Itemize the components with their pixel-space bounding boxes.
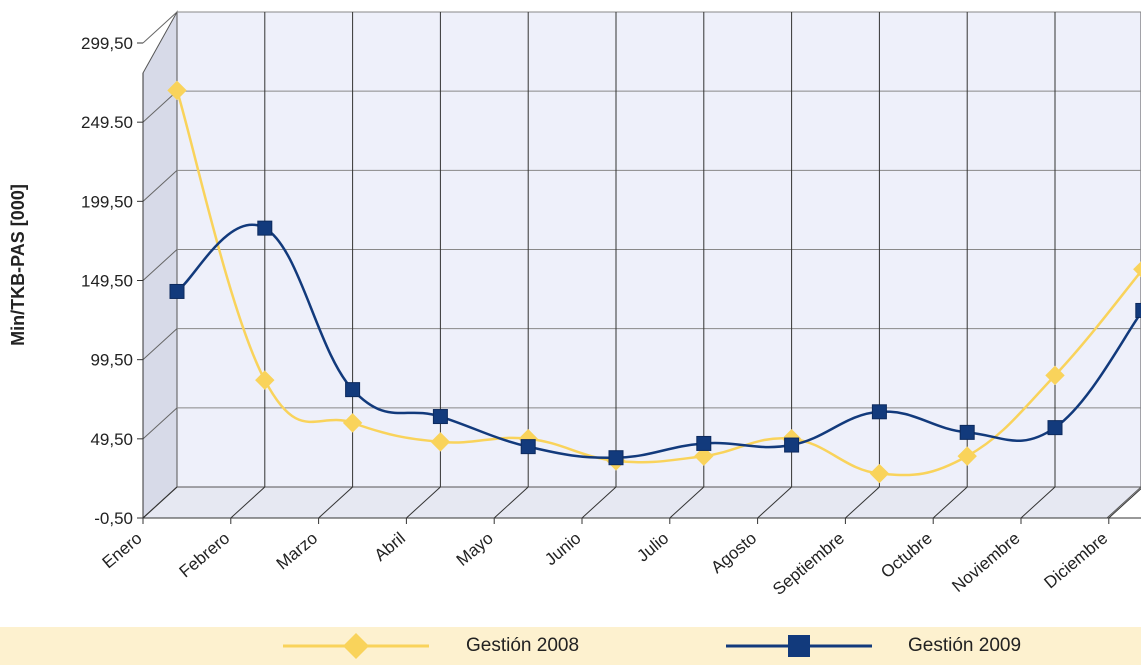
y-tick-label: 49,50 — [90, 430, 133, 449]
data-point — [345, 382, 361, 398]
data-point — [520, 439, 536, 455]
data-point — [432, 409, 448, 425]
y-tick-label: 249.50 — [81, 113, 133, 132]
floor-gridline — [845, 486, 880, 519]
x-tick-label: Octubre — [877, 529, 936, 582]
x-tick-label: Marzo — [273, 529, 321, 574]
data-point — [696, 435, 712, 451]
floor-gridline — [230, 486, 266, 519]
y-axis-ticks: -0,50 49,50 99,50 149,50 199,50 249.50 299,50 — [81, 34, 143, 528]
x-tick-label: Febrero — [176, 529, 234, 582]
data-point — [1045, 365, 1065, 386]
data-point — [959, 424, 975, 440]
x-tick-label: Abril — [371, 529, 409, 565]
legend-label: Gestión 2008 — [466, 635, 580, 656]
side-gridline — [142, 249, 178, 281]
data-point — [342, 413, 363, 433]
floor-gridline — [669, 486, 705, 519]
data-point — [169, 283, 185, 299]
floor-gridline — [1020, 486, 1056, 519]
legend-item: Gestión 2008 — [0, 627, 1141, 665]
data-point — [608, 450, 624, 466]
data-point — [430, 432, 451, 452]
x-tick-label: Diciembre — [1041, 529, 1112, 593]
series-line — [176, 223, 1141, 460]
floor-gridline — [757, 486, 792, 519]
grid-lines — [142, 11, 1141, 519]
side-gridline — [142, 328, 178, 361]
floor-gridline — [406, 486, 441, 519]
data-point — [167, 80, 187, 101]
legend-swatch — [283, 633, 429, 659]
series-line — [175, 90, 1141, 477]
data-point — [1047, 420, 1063, 436]
side-gridline — [142, 169, 178, 202]
x-tick-label: Junio — [541, 529, 584, 570]
legend-marker — [343, 633, 369, 659]
data-point — [694, 446, 714, 466]
y-tick-label: -0,50 — [94, 509, 133, 528]
side-gridline — [142, 407, 178, 440]
floor-gridline — [932, 486, 968, 519]
legend-marker — [788, 635, 810, 657]
data-point — [957, 446, 977, 466]
side-gridline — [142, 90, 178, 123]
data-point — [1135, 302, 1141, 318]
legend: Gestión 2008 Gestión 2009 — [0, 627, 1141, 665]
x-axis-ticks: Enero Febrero Marzo Abril Mayo Junio Julio Agos… — [99, 518, 1112, 599]
floor — [141, 486, 1141, 519]
x-tick-label: Noviembre — [948, 529, 1023, 596]
floor-gridline — [493, 486, 529, 519]
data-point — [1133, 261, 1141, 278]
data-point — [257, 220, 273, 236]
x-tick-label: Mayo — [453, 529, 497, 570]
data-point — [871, 404, 887, 420]
legend-swatch — [726, 635, 872, 657]
y-tick-label: 99,50 — [90, 351, 133, 370]
legend-label: Gestión 2009 — [908, 635, 1022, 656]
data-point — [255, 370, 275, 390]
floor-gridline — [318, 486, 353, 519]
floor-gridline — [581, 486, 617, 519]
y-tick-label: 299,50 — [81, 34, 133, 53]
series-group — [167, 80, 1141, 484]
floor-gridline — [142, 486, 178, 519]
axes — [142, 73, 1141, 523]
y-tick-label: 199,50 — [81, 192, 133, 211]
side-gridline — [142, 11, 178, 44]
y-axis-title: Min/TKB-PAS [000] — [8, 184, 28, 346]
x-tick-label: Agosto — [707, 529, 760, 578]
y-tick-label: 149,50 — [81, 272, 133, 291]
x-tick-label: Julio — [633, 529, 672, 566]
data-point — [869, 463, 890, 484]
data-point — [784, 437, 800, 453]
legend-item: Gestión 2009 — [0, 627, 1141, 665]
floor-gridline — [1108, 487, 1141, 519]
x-tick-label: Enero — [99, 529, 146, 573]
series-2 — [169, 220, 1141, 466]
x-tick-label: Septiembre — [769, 529, 848, 599]
